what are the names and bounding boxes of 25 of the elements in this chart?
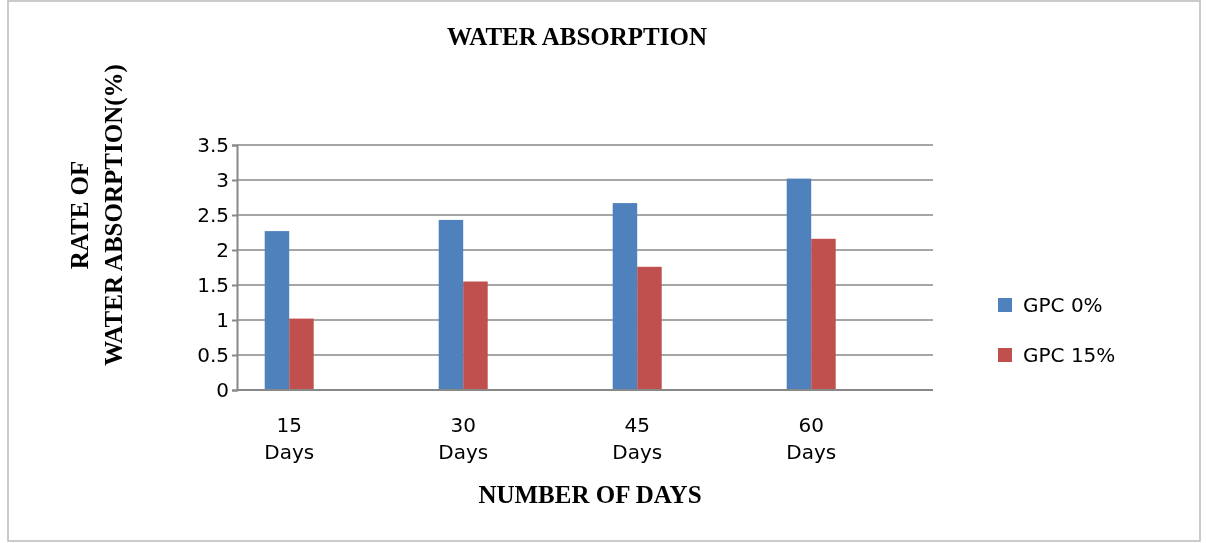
- bar: [289, 318, 314, 390]
- y-tick-label: 2: [216, 237, 229, 262]
- x-tick-label: 15 Days: [264, 413, 315, 464]
- y-axis-title: RATE OF WATER ABSORPTION(%): [66, 64, 128, 366]
- y-tick-label: 0: [216, 377, 229, 402]
- bar: [612, 203, 638, 390]
- y-tick-label: 3: [216, 167, 229, 192]
- bar: [786, 178, 812, 390]
- legend-label: GPC 0%: [1023, 293, 1103, 317]
- x-tick-label: 45 Days: [612, 413, 663, 464]
- bar: [264, 231, 290, 390]
- y-tick-label: 1.5: [197, 272, 229, 297]
- bar: [637, 266, 662, 390]
- bar: [438, 219, 464, 390]
- y-tick-label: 2.5: [197, 202, 229, 227]
- chart-title: WATER ABSORPTION: [446, 23, 708, 50]
- x-tick-label: 30 Days: [438, 413, 489, 464]
- y-tick-label: 1: [216, 307, 229, 332]
- bar: [463, 281, 488, 390]
- bar: [811, 238, 836, 390]
- legend-label: GPC 15%: [1023, 343, 1116, 367]
- y-tick-label: 0.5: [197, 342, 229, 367]
- x-axis-title: NUMBER OF DAYS: [478, 481, 702, 508]
- y-tick-label: 3.5: [197, 132, 229, 157]
- x-tick-label: 60 Days: [786, 413, 837, 464]
